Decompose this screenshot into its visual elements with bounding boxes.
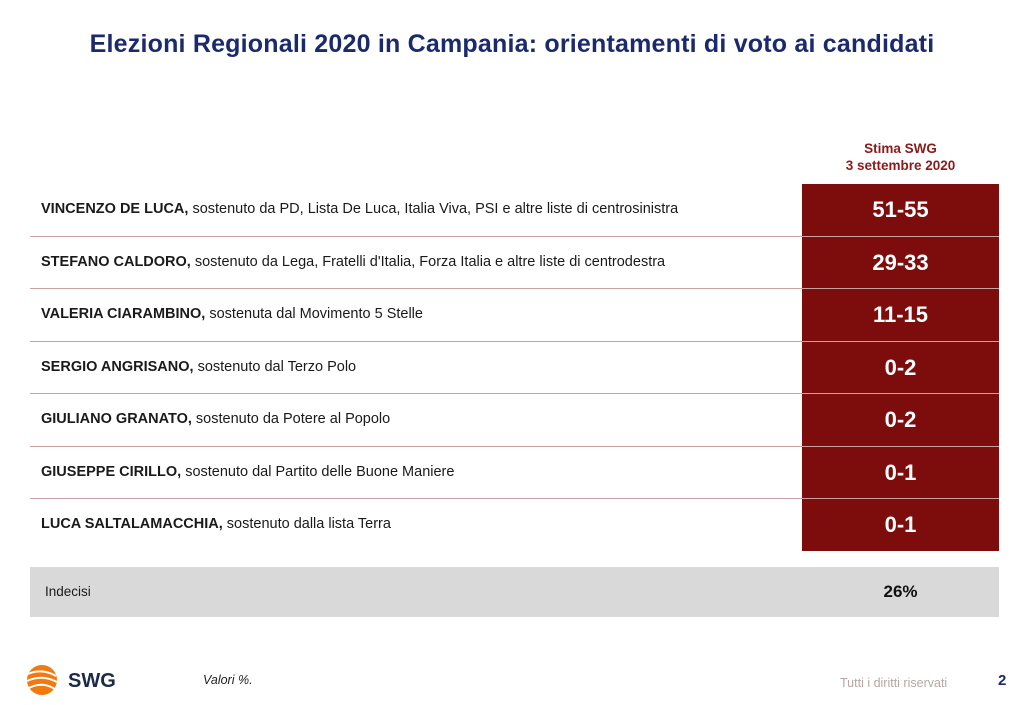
candidate-support: sostenuto dal Partito delle Buone Manier… xyxy=(181,463,455,480)
undecided-value: 26% xyxy=(883,582,918,601)
estimate-value: 51-55 xyxy=(802,184,999,236)
candidate-label: STEFANO CALDORO, sostenuto da Lega, Frat… xyxy=(41,237,665,289)
table-row: VINCENZO DE LUCA, sostenuto da PD, Lista… xyxy=(30,184,999,237)
candidate-label: GIULIANO GRANATO, sostenuto da Potere al… xyxy=(41,394,390,446)
footnote: Valori %. xyxy=(203,673,253,687)
table-row: LUCA SALTALAMACCHIA, sostenuto dalla lis… xyxy=(30,499,999,551)
candidate-label: VALERIA CIARAMBINO, sostenuta dal Movime… xyxy=(41,289,423,341)
estimate-value: 0-1 xyxy=(802,499,999,551)
candidate-name: VINCENZO DE LUCA, xyxy=(41,201,189,217)
estimate-value: 0-1 xyxy=(802,446,999,498)
undecided-label: Indecisi xyxy=(45,584,91,599)
column-header-line1: Stima SWG xyxy=(864,141,937,156)
table-row: STEFANO CALDORO, sostenuto da Lega, Frat… xyxy=(30,236,999,289)
candidate-support: sostenuto da Lega, Fratelli d'Italia, Fo… xyxy=(190,253,666,270)
candidate-support: sostenuto da PD, Lista De Luca, Italia V… xyxy=(188,201,679,217)
estimate-value: 11-15 xyxy=(802,289,999,341)
page-title: Elezioni Regionali 2020 in Campania: ori… xyxy=(89,30,935,58)
candidate-support: sostenuto dal Terzo Polo xyxy=(193,358,357,375)
candidate-support: sostenuta dal Movimento 5 Stelle xyxy=(205,306,423,322)
table-row: VALERIA CIARAMBINO, sostenuta dal Movime… xyxy=(30,289,999,342)
candidate-label: LUCA SALTALAMACCHIA, sostenuto dalla lis… xyxy=(41,499,391,551)
candidate-support: sostenuto da Potere al Popolo xyxy=(191,411,391,427)
column-header: Stima SWG 3 settembre 2020 xyxy=(802,140,999,174)
candidate-name: GIULIANO GRANATO, xyxy=(41,411,192,427)
table-row: GIULIANO GRANATO, sostenuto da Potere al… xyxy=(30,394,999,447)
logo-text: SWG xyxy=(68,670,116,692)
candidate-label: SERGIO ANGRISANO, sostenuto dal Terzo Po… xyxy=(41,342,356,394)
estimate-value: 0-2 xyxy=(802,394,999,446)
candidate-name: VALERIA CIARAMBINO, xyxy=(41,306,206,322)
table-row: SERGIO ANGRISANO, sostenuto dal Terzo Po… xyxy=(30,341,999,394)
column-header-line2: 3 settembre 2020 xyxy=(845,158,956,173)
estimate-value: 0-2 xyxy=(802,341,999,393)
candidate-label: VINCENZO DE LUCA, sostenuto da PD, Lista… xyxy=(41,184,678,236)
candidate-name: GIUSEPPE CIRILLO, xyxy=(41,463,182,480)
candidate-label: GIUSEPPE CIRILLO, sostenuto dal Partito … xyxy=(41,447,454,499)
candidates-table: VINCENZO DE LUCA, sostenuto da PD, Lista… xyxy=(30,184,999,551)
estimate-value: 29-33 xyxy=(802,236,999,288)
undecided-row: Indecisi 26% xyxy=(30,567,999,617)
page-number: 2 xyxy=(998,672,1007,689)
candidate-support: sostenuto dalla lista Terra xyxy=(222,516,391,532)
candidate-name: STEFANO CALDORO, xyxy=(41,253,191,270)
swg-logo-icon xyxy=(26,665,58,695)
candidate-name: LUCA SALTALAMACCHIA, xyxy=(41,516,223,532)
rights-text: Tutti i diritti riservati xyxy=(840,676,948,690)
table-row: GIUSEPPE CIRILLO, sostenuto dal Partito … xyxy=(30,446,999,499)
candidate-name: SERGIO ANGRISANO, xyxy=(41,358,194,375)
